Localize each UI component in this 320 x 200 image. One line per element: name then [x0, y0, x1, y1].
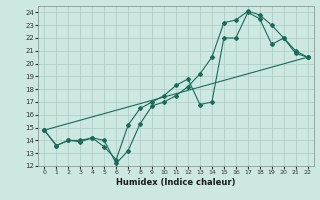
X-axis label: Humidex (Indice chaleur): Humidex (Indice chaleur) — [116, 178, 236, 187]
